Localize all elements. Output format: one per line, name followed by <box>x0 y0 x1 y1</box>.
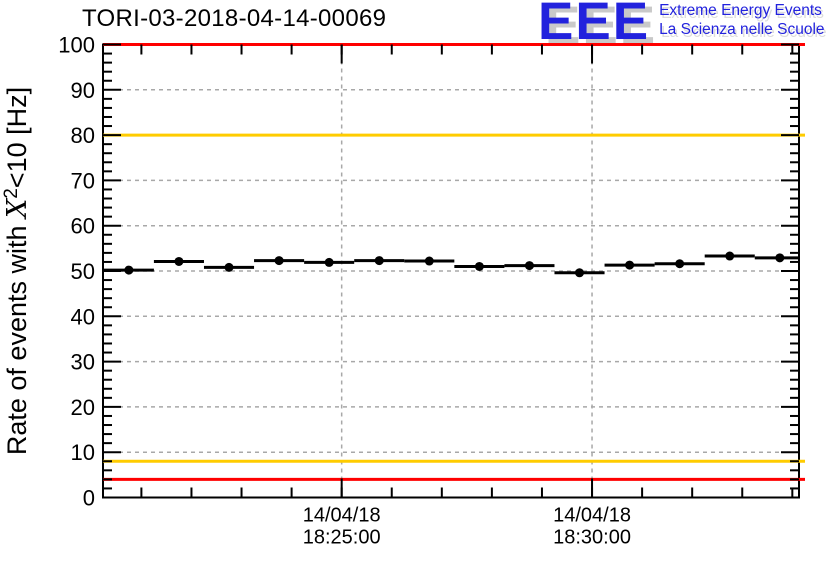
data-point-marker-8 <box>524 261 534 271</box>
y-tick-label-90: 90 <box>71 78 95 103</box>
eee-logo-acronym: EEE <box>538 0 651 51</box>
y-tick-label-10: 10 <box>71 440 95 465</box>
data-point-marker-3 <box>274 256 284 266</box>
y-tick-label-40: 40 <box>71 304 95 329</box>
data-point-marker-2 <box>224 262 234 272</box>
y-tick-label-100: 100 <box>58 33 95 58</box>
plot-title: TORI-03-2018-04-14-00069 <box>82 5 387 32</box>
x-tick-label-time-1: 18:30:00 <box>553 527 631 549</box>
data-point-marker-5 <box>374 256 384 266</box>
data-point-marker-6 <box>424 256 434 266</box>
y-tick-label-50: 50 <box>71 259 95 284</box>
data-point-marker-9 <box>575 268 585 278</box>
y-tick-label-60: 60 <box>71 214 95 239</box>
y-tick-label-30: 30 <box>71 350 95 375</box>
x-tick-label-time-0: 18:25:00 <box>303 527 381 549</box>
y-tick-label-70: 70 <box>71 168 95 193</box>
data-point-marker-1 <box>174 256 184 266</box>
eee-logo-tagline: Extreme Energy Events La Scienza nelle S… <box>659 1 824 39</box>
data-point-marker-12 <box>725 251 735 261</box>
eee-logo-tagline-line1: Extreme Energy Events <box>659 2 822 19</box>
y-tick-label-0: 0 <box>83 486 95 511</box>
data-point-marker-10 <box>625 260 635 270</box>
eee-logo-tagline-line2: La Scienza nelle Scuole <box>659 21 825 38</box>
y-axis-title: Rate of events with X2<10 [Hz] <box>1 87 33 455</box>
x-tick-label-date-1: 14/04/18 <box>553 505 631 527</box>
data-point-marker-0 <box>124 265 134 275</box>
y-tick-label-20: 20 <box>71 395 95 420</box>
data-point-marker-7 <box>474 261 484 271</box>
data-point-marker-13 <box>775 253 785 263</box>
data-point-marker-4 <box>324 257 334 267</box>
data-point-marker-11 <box>675 259 685 269</box>
eee-logo: EEE Extreme Energy Events La Scienza nel… <box>538 0 825 51</box>
x-tick-label-date-0: 14/04/18 <box>303 505 381 527</box>
y-tick-label-80: 80 <box>71 123 95 148</box>
